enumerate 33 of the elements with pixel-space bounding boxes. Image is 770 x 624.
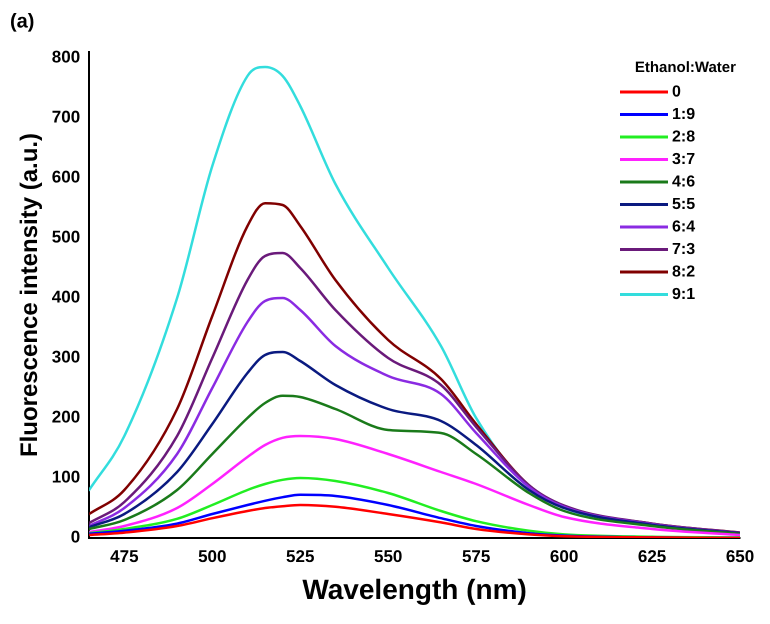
x-tick-label: 625 bbox=[638, 546, 666, 566]
x-tick-label: 550 bbox=[374, 546, 402, 566]
legend-label: 0 bbox=[672, 83, 681, 100]
x-axis-title: Wavelength (nm) bbox=[302, 574, 527, 605]
line-series bbox=[89, 434, 740, 536]
x-tick-label: 600 bbox=[550, 546, 578, 566]
legend-label: 6:4 bbox=[672, 218, 696, 236]
x-tick-label: 475 bbox=[110, 546, 139, 566]
y-tick-label: 200 bbox=[52, 408, 80, 427]
legend-title: Ethanol:Water bbox=[634, 59, 736, 76]
legend-label: 3:7 bbox=[672, 150, 696, 168]
y-tick-label: 700 bbox=[52, 108, 80, 127]
legend-label: 4:6 bbox=[672, 173, 696, 190]
x-tick-label: 525 bbox=[286, 546, 314, 566]
legend-label: 2:8 bbox=[672, 128, 696, 146]
x-tick-label: 650 bbox=[726, 546, 754, 566]
y-tick-label: 800 bbox=[52, 48, 80, 67]
legend-label: 9:1 bbox=[672, 286, 696, 303]
legend-label: 7:3 bbox=[672, 240, 696, 258]
x-tick-label: 500 bbox=[198, 546, 226, 566]
y-tick-label: 600 bbox=[52, 168, 80, 187]
legend-label: 8:2 bbox=[672, 263, 696, 280]
y-tick-label: 300 bbox=[52, 348, 80, 367]
y-tick-label: 0 bbox=[70, 528, 80, 547]
y-tick-label: 500 bbox=[52, 228, 80, 247]
y-axis-title: Fluorescence intensity (a.u.) bbox=[16, 132, 44, 458]
legend-label: 1:9 bbox=[672, 106, 696, 123]
y-tick-label: 100 bbox=[52, 468, 80, 487]
chart-title: (a) bbox=[10, 10, 34, 33]
line-series bbox=[89, 394, 740, 536]
legend-label: 5:5 bbox=[672, 196, 696, 213]
y-tick-label: 400 bbox=[52, 288, 80, 307]
x-tick-label: 575 bbox=[462, 546, 490, 566]
